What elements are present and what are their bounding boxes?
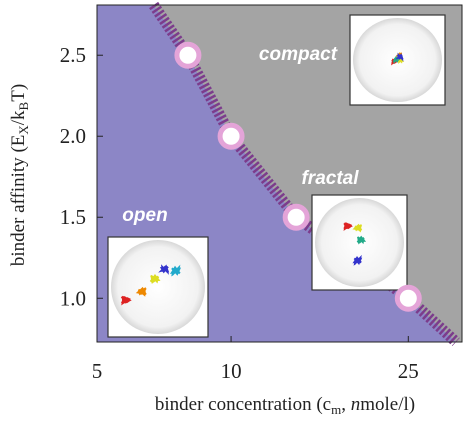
x-tick-label: 5	[92, 359, 103, 383]
phase-point	[397, 287, 419, 309]
y-axis-label: binder affinity (EX/kBT)	[8, 84, 31, 266]
inset-polymer	[358, 237, 365, 242]
label-part: n	[351, 394, 361, 415]
inset-sphere	[111, 240, 205, 334]
region-label: open	[122, 205, 167, 226]
chart: open fractal compact 5 10 25 1.0 1.5 2.0 2.5 bind…	[0, 0, 464, 420]
inset-polymer	[344, 223, 351, 228]
inset-polymer	[355, 225, 362, 230]
y-tick-label: 2.0	[60, 124, 86, 148]
phase-point	[285, 206, 307, 228]
label-part: binder concentration (c	[155, 394, 331, 415]
label-part: binder affinity (E	[8, 135, 29, 267]
y-tick-label: 1.5	[60, 205, 86, 229]
y-tick-label: 1.0	[60, 286, 86, 310]
phase-point	[177, 44, 199, 66]
label-part: T)	[8, 84, 29, 102]
label-part: mole/l)	[360, 394, 415, 415]
label-part: m	[331, 402, 341, 417]
y-tick-label: 2.5	[60, 43, 86, 67]
label-part: /k	[8, 110, 29, 125]
inset-polymer	[172, 268, 180, 275]
x-tick-label: 25	[398, 359, 419, 383]
inset-polymer	[398, 55, 402, 58]
inset-polymer	[138, 288, 146, 295]
region-label: compact	[259, 44, 338, 65]
label-part: B	[16, 101, 31, 110]
phase-point	[220, 125, 242, 147]
inset-polymer	[122, 297, 130, 304]
inset-polymer	[354, 258, 361, 264]
inset-polymer	[161, 266, 168, 271]
label-part: ,	[341, 394, 351, 415]
x-axis-label: binder concentration (cm, nmole/l)	[155, 394, 415, 417]
region-label: fractal	[301, 168, 359, 189]
inset-polymer	[151, 276, 159, 282]
x-tick-label: 10	[221, 359, 242, 383]
